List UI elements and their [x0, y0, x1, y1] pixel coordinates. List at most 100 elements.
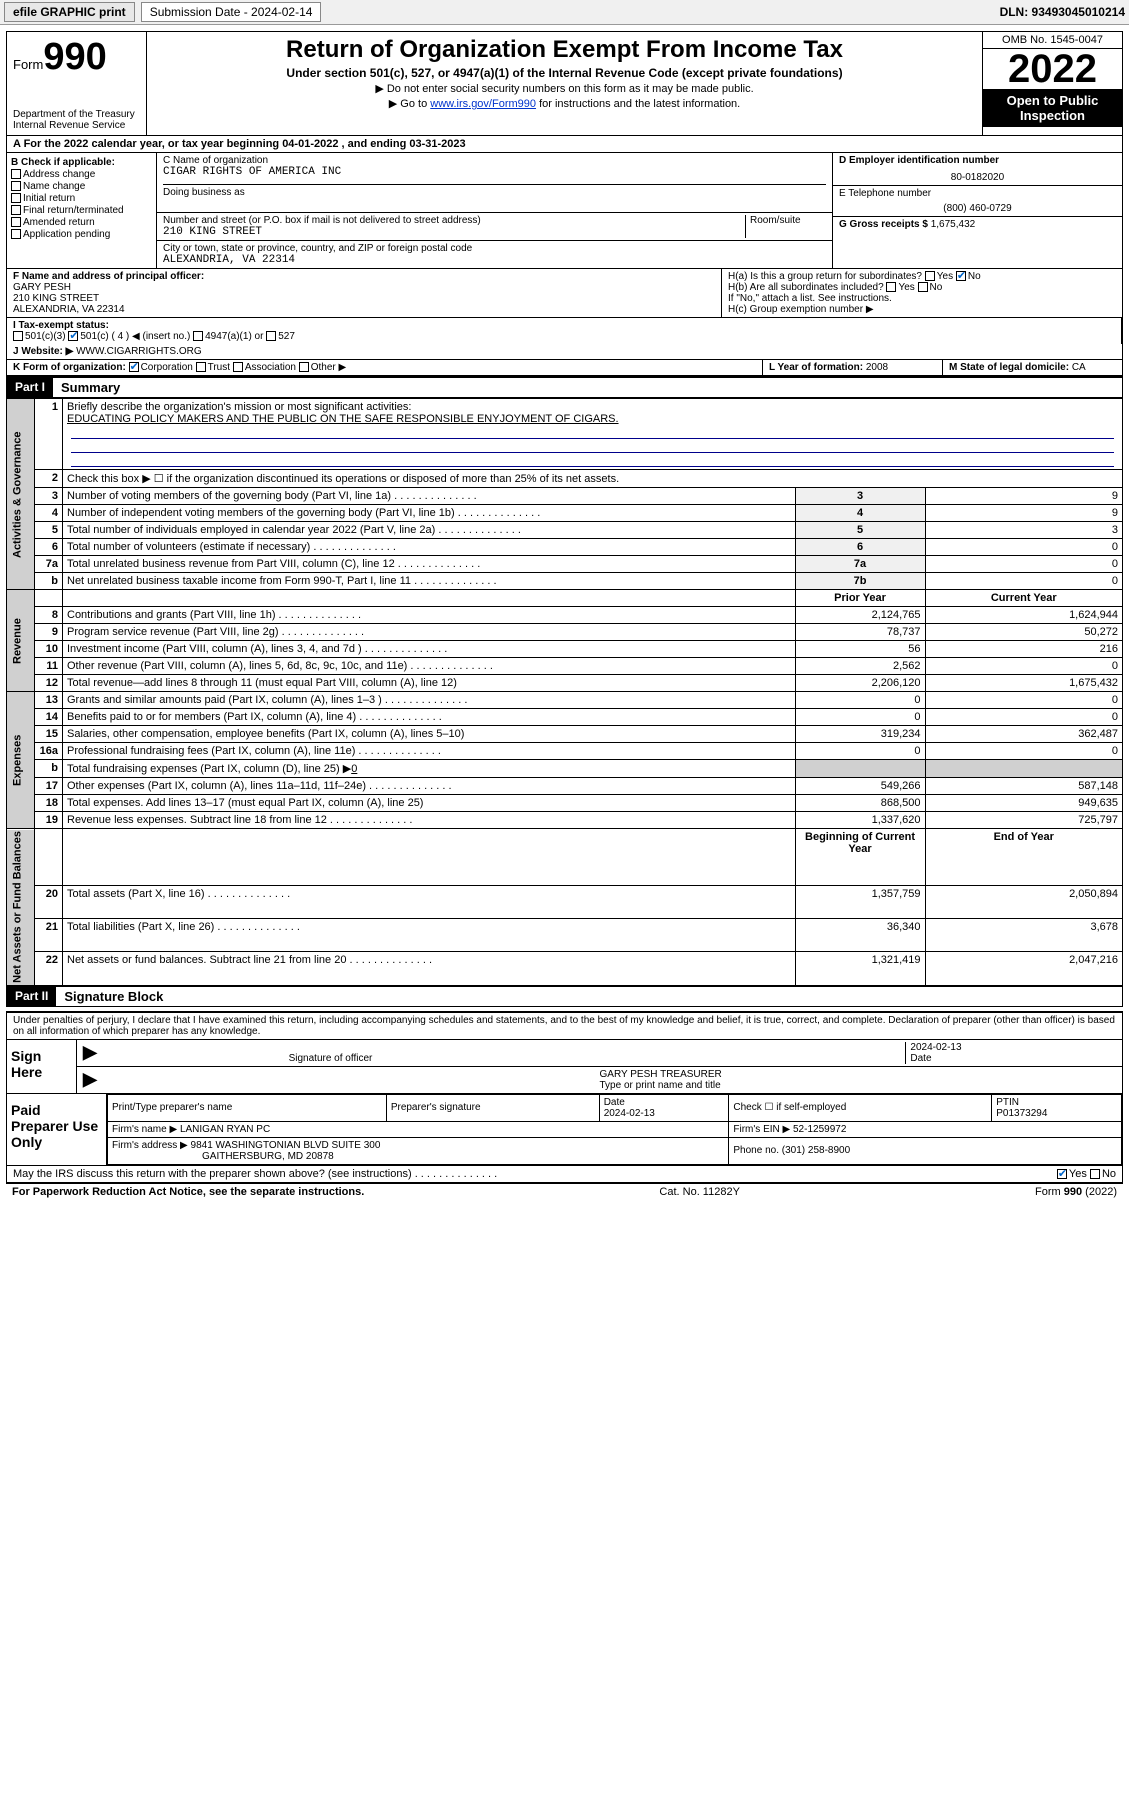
line3-value: 9 — [925, 488, 1122, 505]
side-revenue: Revenue — [7, 590, 35, 692]
catalog-number: Cat. No. 11282Y — [659, 1186, 740, 1198]
officer-addr2: ALEXANDRIA, VA 22314 — [13, 304, 715, 315]
sign-here-label: Sign Here — [7, 1040, 77, 1093]
line11: Other revenue (Part VIII, column (A), li… — [63, 658, 796, 675]
officer-label: F Name and address of principal officer: — [13, 271, 204, 282]
line15-current: 362,487 — [925, 726, 1122, 743]
prior-year-header: Prior Year — [795, 590, 925, 607]
org-name: CIGAR RIGHTS OF AMERICA INC — [163, 166, 826, 178]
org-name-label: C Name of organization — [163, 155, 826, 166]
firm-phone: (301) 258-8900 — [782, 1145, 850, 1156]
check-application-pending[interactable]: Application pending — [11, 229, 152, 240]
note-goto-post: for instructions and the latest informat… — [536, 98, 740, 110]
check-corporation[interactable] — [129, 362, 139, 372]
part2-title: Signature Block — [56, 987, 171, 1006]
end-year-header: End of Year — [925, 829, 1122, 886]
line20: Total assets (Part X, line 16) — [63, 885, 796, 918]
ein-value: 80-0182020 — [839, 172, 1116, 183]
phone-value: (800) 460-0729 — [839, 203, 1116, 214]
signature-declaration: Under penalties of perjury, I declare th… — [7, 1013, 1122, 1039]
check-ha-no[interactable] — [956, 271, 966, 281]
section-b-label: B Check if applicable: — [11, 157, 152, 168]
irs-label: Internal Revenue Service — [13, 120, 140, 131]
city-state-zip: ALEXANDRIA, VA 22314 — [163, 254, 826, 266]
part1-header: Part I — [7, 378, 53, 397]
line9-prior: 78,737 — [795, 624, 925, 641]
line4-value: 9 — [925, 505, 1122, 522]
paperwork-notice: For Paperwork Reduction Act Notice, see … — [12, 1186, 364, 1198]
line20-prior: 1,357,759 — [795, 885, 925, 918]
line7b: Net unrelated business taxable income fr… — [63, 573, 796, 590]
line19: Revenue less expenses. Subtract line 18 … — [63, 812, 796, 829]
line17: Other expenses (Part IX, column (A), lin… — [63, 778, 796, 795]
check-501c4[interactable] — [68, 331, 78, 341]
line12: Total revenue—add lines 8 through 11 (mu… — [63, 675, 796, 692]
side-netassets: Net Assets or Fund Balances — [7, 829, 35, 986]
line19-prior: 1,337,620 — [795, 812, 925, 829]
line14-current: 0 — [925, 709, 1122, 726]
form-label: Form — [13, 57, 43, 72]
check-self-employed[interactable]: Check ☐ if self-employed — [729, 1094, 992, 1121]
side-governance: Activities & Governance — [7, 399, 35, 590]
preparer-signature-label: Preparer's signature — [386, 1094, 599, 1121]
instructions-link[interactable]: www.irs.gov/Form990 — [430, 98, 536, 110]
line8: Contributions and grants (Part VIII, lin… — [63, 607, 796, 624]
note-ssn: ▶ Do not enter social security numbers o… — [155, 82, 974, 95]
phone-label: E Telephone number — [839, 188, 1116, 199]
hb-label: H(b) Are all subordinates included? — [728, 282, 884, 293]
sig-date: 2024-02-13 — [910, 1042, 961, 1053]
officer-name: GARY PESH — [13, 282, 715, 293]
line10: Investment income (Part VIII, column (A)… — [63, 641, 796, 658]
submission-date: Submission Date - 2024-02-14 — [141, 2, 322, 22]
check-address-change[interactable]: Address change — [11, 169, 152, 180]
form-number: 990 — [43, 36, 106, 78]
line8-current: 1,624,944 — [925, 607, 1122, 624]
ein-label: D Employer identification number — [839, 155, 999, 166]
open-public-badge: Open to Public Inspection — [983, 89, 1122, 127]
firm-ein: 52-1259972 — [793, 1124, 846, 1135]
line13-current: 0 — [925, 692, 1122, 709]
line12-current: 1,675,432 — [925, 675, 1122, 692]
check-amended-return[interactable]: Amended return — [11, 217, 152, 228]
line14-prior: 0 — [795, 709, 925, 726]
line11-prior: 2,562 — [795, 658, 925, 675]
line10-current: 216 — [925, 641, 1122, 658]
tax-exempt-label: I Tax-exempt status: — [13, 320, 109, 331]
line14: Benefits paid to or for members (Part IX… — [63, 709, 796, 726]
check-initial-return[interactable]: Initial return — [11, 193, 152, 204]
tax-year: 2022 — [983, 49, 1122, 89]
dba-label: Doing business as — [163, 184, 826, 198]
part1-title: Summary — [53, 378, 128, 397]
line16b-label: Total fundraising expenses (Part IX, col… — [67, 763, 351, 775]
form-footer: Form 990 (2022) — [1035, 1186, 1117, 1198]
check-name-change[interactable]: Name change — [11, 181, 152, 192]
line18-current: 949,635 — [925, 795, 1122, 812]
line4: Number of independent voting members of … — [63, 505, 796, 522]
check-final-return[interactable]: Final return/terminated — [11, 205, 152, 216]
street-address: 210 KING STREET — [163, 226, 745, 238]
officer-addr1: 210 KING STREET — [13, 293, 715, 304]
dept-label: Department of the Treasury — [13, 109, 140, 120]
ptin-value: P01373294 — [996, 1108, 1047, 1119]
line16a-current: 0 — [925, 743, 1122, 760]
line16a: Professional fundraising fees (Part IX, … — [63, 743, 796, 760]
line8-prior: 2,124,765 — [795, 607, 925, 624]
side-expenses: Expenses — [7, 692, 35, 829]
street-label: Number and street (or P.O. box if mail i… — [163, 215, 745, 226]
line10-prior: 56 — [795, 641, 925, 658]
line5-value: 3 — [925, 522, 1122, 539]
current-year-header: Current Year — [925, 590, 1122, 607]
discuss-question: May the IRS discuss this return with the… — [13, 1168, 1057, 1180]
preparer-name-label: Print/Type preparer's name — [108, 1094, 387, 1121]
line22-current: 2,047,216 — [925, 952, 1122, 985]
line7a-value: 0 — [925, 556, 1122, 573]
state-domicile-value: CA — [1072, 362, 1086, 373]
check-discuss-yes[interactable] — [1057, 1169, 1067, 1179]
line1-label: Briefly describe the organization's miss… — [67, 401, 411, 413]
hc-label: H(c) Group exemption number ▶ — [728, 304, 1116, 315]
preparer-date: 2024-02-13 — [604, 1108, 655, 1119]
line2: Check this box ▶ ☐ if the organization d… — [63, 470, 1123, 488]
line16a-prior: 0 — [795, 743, 925, 760]
efile-print-button[interactable]: efile GRAPHIC print — [4, 2, 135, 22]
website-value: WWW.CIGARRIGHTS.ORG — [76, 346, 202, 357]
